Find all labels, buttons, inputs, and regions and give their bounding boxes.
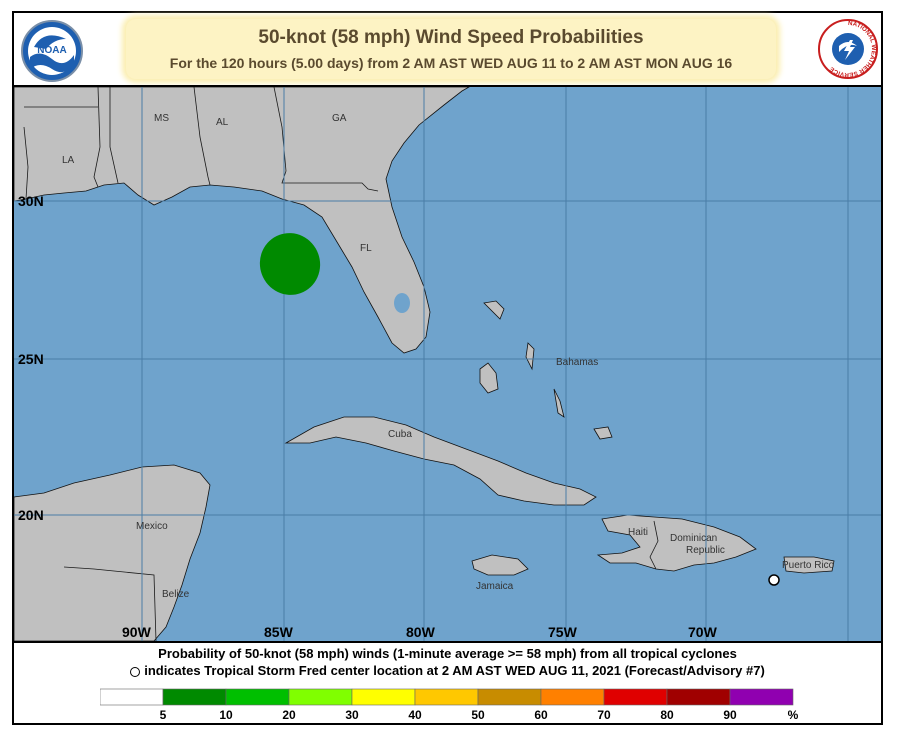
noaa-logo-text: NOAA — [37, 45, 66, 56]
yucatan-mexico — [14, 464, 211, 641]
product-subtitle: For the 120 hours (5.00 days) from 2 AM … — [169, 55, 733, 71]
lat-label-25n: 25N — [18, 351, 44, 367]
footer-line-2-text: indicates Tropical Storm Fred center loc… — [144, 663, 765, 678]
label-dominican: Dominican — [670, 533, 717, 544]
lon-label-90w: 90W — [122, 624, 152, 640]
lon-label-80w: 80W — [406, 624, 436, 640]
border-ms — [109, 87, 119, 184]
lat-label-30n: 30N — [18, 193, 44, 209]
bahamas-eleuthera — [525, 342, 535, 371]
footer: Probability of 50-knot (58 mph) winds (1… — [14, 643, 881, 723]
probability-area-5-10 — [259, 233, 321, 295]
legend-swatch — [225, 688, 290, 706]
border-ms-al — [193, 87, 211, 186]
bahamas-great-inagua — [593, 426, 613, 440]
legend-swatch — [666, 688, 731, 706]
border-la-tx — [23, 126, 29, 200]
legend-tick-label: 60 — [534, 708, 548, 721]
border-haiti-dr — [649, 520, 659, 570]
border-al-ga-fl — [273, 87, 379, 192]
label-bahamas: Bahamas — [556, 357, 598, 368]
map-panel: MS AL GA LA FL Bahamas Cuba Mexico Beliz… — [14, 85, 881, 643]
lake-okeechobee — [394, 293, 410, 313]
legend-swatch — [540, 688, 605, 706]
legend-tick-label: 50 — [471, 708, 485, 721]
label-puerto-rico: Puerto Rico — [782, 560, 835, 571]
nws-logo-icon: NATIONAL WEATHER SERVICE — [818, 19, 878, 79]
legend-swatch — [477, 688, 542, 706]
bahamas-abaco — [483, 300, 505, 320]
legend-swatch — [729, 688, 794, 706]
legend-tick-label: 5 — [160, 708, 167, 721]
legend-tick-label: 70 — [597, 708, 611, 721]
state-borders — [23, 87, 379, 200]
us-mainland — [14, 87, 470, 354]
label-ms: MS — [154, 113, 169, 124]
land-masses — [14, 87, 835, 641]
label-haiti: Haiti — [628, 527, 648, 538]
label-al: AL — [216, 117, 229, 128]
footer-line-1: Probability of 50-knot (58 mph) winds (1… — [158, 646, 737, 661]
storm-center-legend-icon — [130, 666, 141, 677]
legend-tick-label: 40 — [408, 708, 422, 721]
label-la: LA — [62, 155, 75, 166]
jamaica — [471, 554, 529, 576]
title-box: 50-knot (58 mph) Wind Speed Probabilitie… — [126, 19, 776, 79]
border-mexico-guatemala — [63, 566, 157, 641]
legend-tick-label: % — [788, 708, 799, 721]
lon-label-75w: 75W — [548, 624, 578, 640]
legend-tick-label: 10 — [219, 708, 233, 721]
label-mexico: Mexico — [136, 521, 168, 532]
probability-legend: 5 10 20 30 40 50 60 70 80 90% — [100, 688, 799, 721]
gridlines — [14, 87, 881, 641]
bahamas-andros — [479, 362, 499, 394]
legend-swatch — [351, 688, 416, 706]
legend-swatch — [414, 688, 479, 706]
legend-tick-label: 30 — [345, 708, 359, 721]
product-frame: NOAA 50-knot (58 mph) Wind Speed Probabi… — [12, 11, 883, 725]
puerto-rico — [783, 556, 835, 574]
lon-label-85w: 85W — [264, 624, 294, 640]
legend-swatch — [288, 688, 353, 706]
noaa-logo-icon: NOAA — [21, 20, 83, 82]
header: NOAA 50-knot (58 mph) Wind Speed Probabi… — [14, 13, 881, 85]
legend-tick-label: 90 — [723, 708, 737, 721]
lat-label-20n: 20N — [18, 507, 44, 523]
label-fl: FL — [360, 243, 372, 254]
label-ga: GA — [332, 113, 347, 124]
hispaniola — [596, 514, 757, 572]
bahamas-long-island — [553, 388, 565, 418]
cuba — [284, 416, 597, 506]
lon-label-70w: 70W — [688, 624, 718, 640]
map-canvas: MS AL GA LA FL Bahamas Cuba Mexico Beliz… — [14, 87, 881, 641]
label-republic: Republic — [686, 545, 725, 556]
legend-tick-label: 20 — [282, 708, 296, 721]
label-belize: Belize — [162, 589, 190, 600]
label-jamaica: Jamaica — [476, 581, 514, 592]
legend-swatch — [603, 688, 668, 706]
legend-swatch — [100, 688, 164, 706]
border-la-ms — [93, 87, 101, 188]
storm-center-marker — [768, 574, 780, 586]
product-title: 50-knot (58 mph) Wind Speed Probabilitie… — [258, 27, 644, 48]
legend-tick-label: 80 — [660, 708, 674, 721]
footer-line-2: indicates Tropical Storm Fred center loc… — [14, 663, 881, 678]
legend-swatch — [162, 688, 227, 706]
label-cuba: Cuba — [388, 429, 412, 440]
